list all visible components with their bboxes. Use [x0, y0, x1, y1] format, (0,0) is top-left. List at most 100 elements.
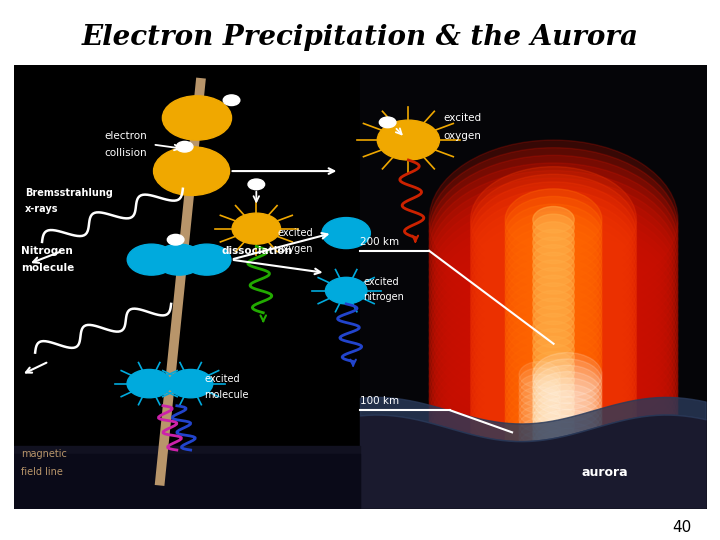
- Circle shape: [471, 342, 636, 449]
- Circle shape: [429, 339, 678, 498]
- Circle shape: [505, 265, 602, 327]
- Circle shape: [429, 171, 678, 330]
- Circle shape: [519, 387, 560, 413]
- Circle shape: [471, 190, 636, 296]
- Circle shape: [505, 258, 602, 320]
- Circle shape: [533, 397, 602, 441]
- Circle shape: [519, 444, 560, 470]
- Text: molecule: molecule: [204, 390, 249, 400]
- Circle shape: [533, 428, 575, 455]
- Circle shape: [505, 319, 602, 381]
- Circle shape: [533, 416, 602, 460]
- Circle shape: [471, 296, 636, 403]
- Circle shape: [533, 344, 575, 370]
- Circle shape: [153, 147, 230, 195]
- Circle shape: [505, 410, 602, 472]
- Circle shape: [429, 293, 678, 452]
- Text: 100 km: 100 km: [360, 396, 399, 406]
- Text: dissociation: dissociation: [222, 246, 292, 256]
- Circle shape: [325, 278, 367, 304]
- Circle shape: [505, 273, 602, 335]
- Circle shape: [533, 413, 575, 439]
- Circle shape: [429, 232, 678, 391]
- Text: collision: collision: [104, 148, 147, 158]
- Circle shape: [429, 285, 678, 444]
- Circle shape: [223, 95, 240, 105]
- Text: aurora: aurora: [581, 465, 628, 478]
- Circle shape: [505, 387, 602, 449]
- Text: x-rays: x-rays: [24, 204, 58, 214]
- Circle shape: [429, 262, 678, 422]
- Circle shape: [322, 218, 370, 248]
- Circle shape: [429, 148, 678, 307]
- Circle shape: [163, 96, 232, 140]
- Circle shape: [533, 230, 575, 256]
- Circle shape: [505, 250, 602, 312]
- Circle shape: [519, 425, 560, 451]
- Text: excited: excited: [204, 374, 240, 384]
- Circle shape: [471, 373, 636, 479]
- Circle shape: [533, 222, 575, 248]
- Circle shape: [471, 220, 636, 326]
- Circle shape: [533, 336, 575, 363]
- Circle shape: [429, 346, 678, 505]
- Circle shape: [533, 329, 575, 355]
- Circle shape: [533, 435, 602, 479]
- Circle shape: [505, 280, 602, 342]
- Circle shape: [429, 217, 678, 376]
- Circle shape: [505, 288, 602, 350]
- Circle shape: [429, 140, 678, 300]
- Circle shape: [429, 186, 678, 345]
- Circle shape: [533, 374, 575, 401]
- Circle shape: [519, 400, 560, 426]
- Circle shape: [505, 349, 602, 411]
- Circle shape: [533, 365, 602, 409]
- Circle shape: [429, 270, 678, 429]
- Circle shape: [533, 275, 575, 302]
- Circle shape: [519, 406, 560, 433]
- Circle shape: [471, 281, 636, 387]
- Circle shape: [519, 361, 560, 388]
- Circle shape: [533, 245, 575, 271]
- Circle shape: [176, 141, 193, 152]
- Circle shape: [471, 380, 636, 487]
- Circle shape: [533, 252, 575, 279]
- Circle shape: [429, 209, 678, 368]
- Circle shape: [533, 390, 602, 435]
- Circle shape: [471, 388, 636, 494]
- Circle shape: [519, 450, 560, 477]
- Circle shape: [505, 341, 602, 403]
- Text: excited: excited: [443, 113, 481, 123]
- Circle shape: [167, 234, 184, 245]
- Text: 200 km: 200 km: [360, 237, 399, 247]
- Text: excited: excited: [364, 277, 399, 287]
- Circle shape: [519, 368, 560, 394]
- Circle shape: [533, 237, 575, 264]
- Circle shape: [505, 326, 602, 388]
- Circle shape: [505, 242, 602, 304]
- Circle shape: [429, 178, 678, 338]
- Circle shape: [533, 405, 575, 431]
- Circle shape: [471, 182, 636, 288]
- Text: electron: electron: [104, 131, 147, 140]
- Circle shape: [429, 316, 678, 475]
- Text: molecule: molecule: [22, 264, 75, 273]
- Circle shape: [505, 234, 602, 296]
- Circle shape: [519, 412, 560, 438]
- Circle shape: [471, 212, 636, 319]
- Text: oxygen: oxygen: [277, 244, 312, 254]
- Circle shape: [471, 228, 636, 334]
- Circle shape: [533, 397, 575, 424]
- Circle shape: [505, 311, 602, 373]
- Circle shape: [471, 335, 636, 441]
- Circle shape: [505, 303, 602, 365]
- Circle shape: [533, 283, 575, 309]
- Circle shape: [519, 418, 560, 445]
- Circle shape: [505, 364, 602, 427]
- Circle shape: [533, 313, 575, 340]
- Circle shape: [429, 224, 678, 383]
- Circle shape: [471, 357, 636, 464]
- Circle shape: [533, 382, 575, 409]
- Circle shape: [533, 390, 575, 416]
- Circle shape: [429, 156, 678, 315]
